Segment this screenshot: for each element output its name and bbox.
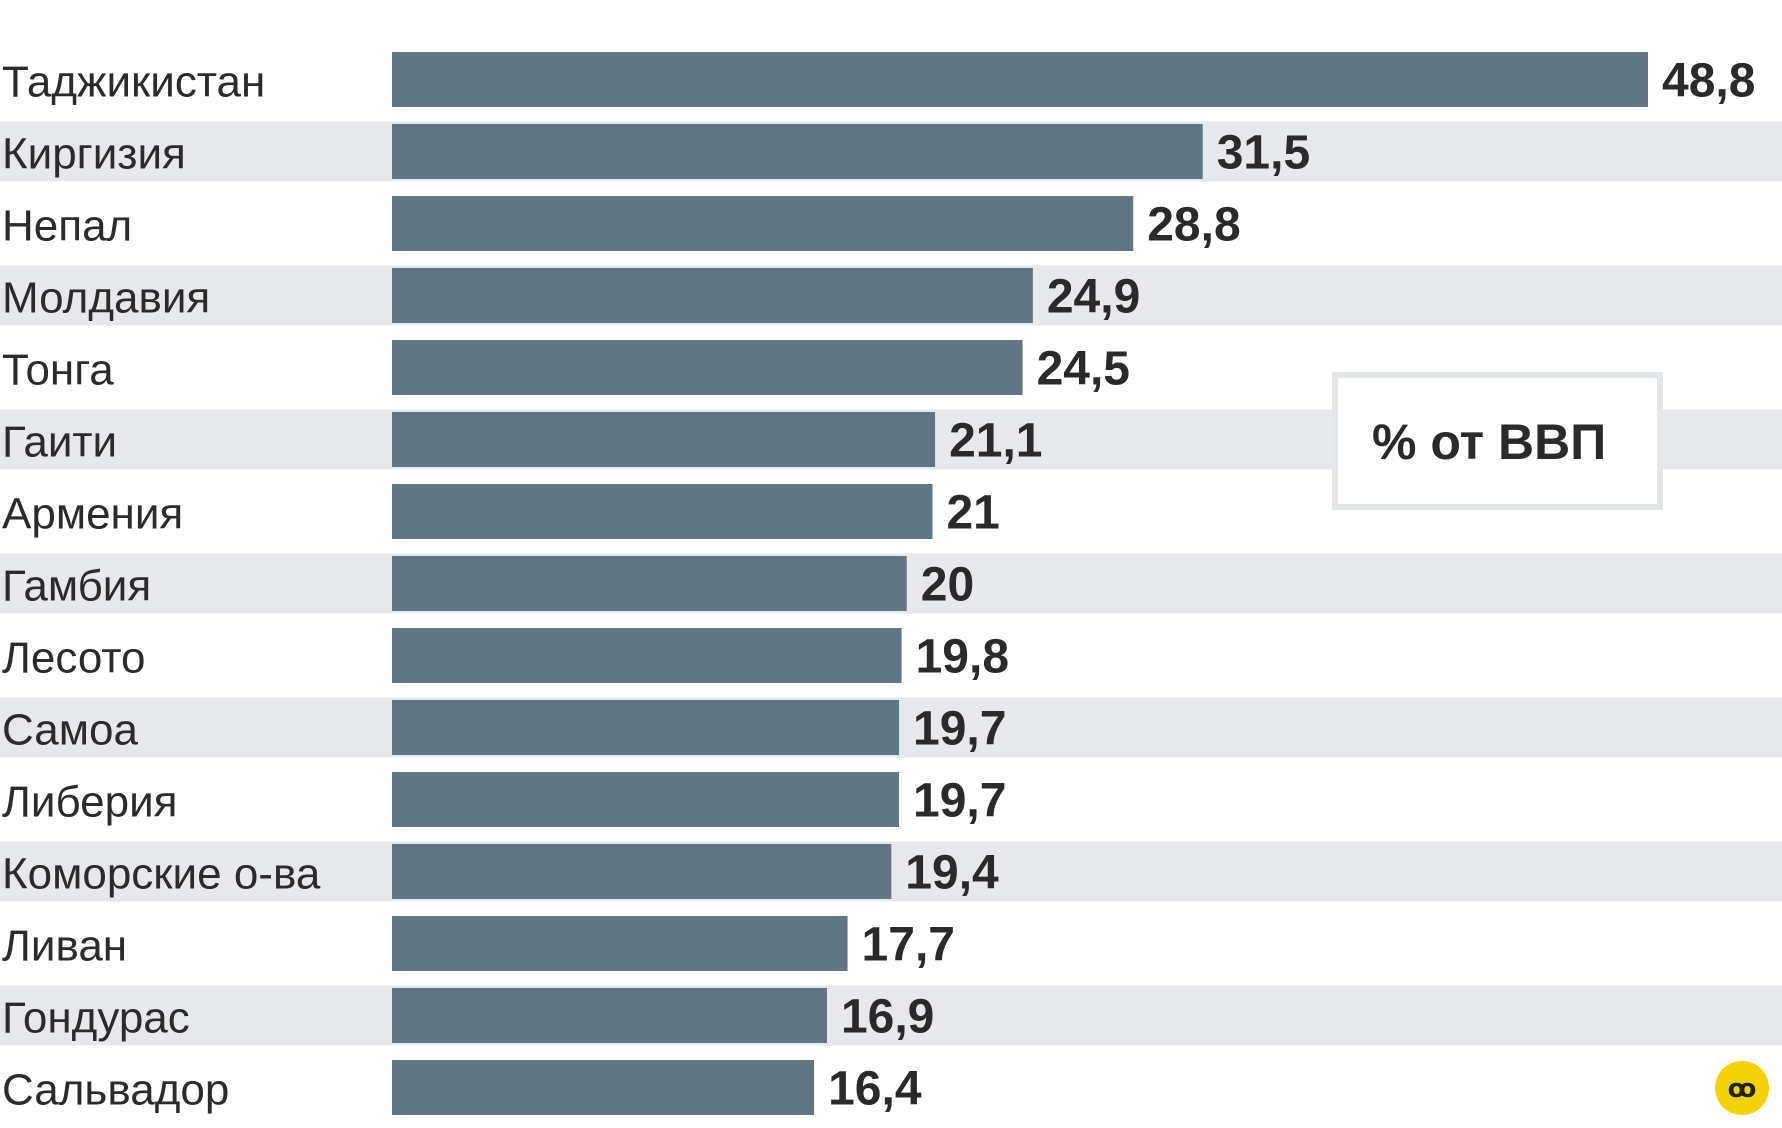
value-label: 24,5: [1037, 343, 1130, 396]
bar: [392, 556, 907, 611]
unit-legend-box: [1332, 372, 1663, 510]
bar: [392, 124, 1203, 179]
bar: [392, 484, 933, 539]
category-label: Сальвадор: [2, 1066, 229, 1115]
category-label: Самоа: [2, 706, 138, 755]
value-label: 17,7: [862, 919, 955, 972]
value-label: 19,4: [905, 847, 999, 900]
bar: [392, 52, 1648, 107]
category-label: Либерия: [2, 778, 178, 827]
value-labels: 48,8 31,5 28,824,9 24,5 21,1 21 20 19,8 19,7 19,7…: [828, 55, 1755, 1116]
bar: [392, 1060, 815, 1115]
publisher-logo-glyph: ꝏ: [1728, 1074, 1757, 1104]
bar: [392, 844, 892, 899]
category-label: Непал: [2, 202, 132, 251]
bar: [392, 196, 1134, 251]
category-label: Гамбия: [2, 562, 151, 611]
bar: [392, 628, 902, 683]
value-label: 21: [946, 487, 999, 540]
unit-legend: % от ВВП: [1332, 372, 1663, 510]
value-label: 24,9: [1047, 271, 1140, 324]
row-band: [0, 985, 1782, 1046]
bar: [392, 772, 900, 827]
category-labels: Таджикистан Киргизия Непал Молдавия Тонга Гаи…: [2, 58, 321, 1115]
bar: [392, 340, 1023, 395]
value-label: 48,8: [1662, 55, 1755, 108]
bar: [392, 916, 848, 971]
category-label: Лесото: [2, 634, 145, 683]
bar: [392, 268, 1033, 323]
bars: [392, 52, 1648, 1115]
value-label: 21,1: [949, 415, 1042, 468]
value-label: 19,8: [916, 631, 1009, 684]
category-label: Армения: [2, 490, 183, 539]
category-label: Гондурас: [2, 994, 190, 1043]
value-label: 28,8: [1147, 199, 1240, 252]
category-label: Киргизия: [2, 130, 186, 179]
value-label: 19,7: [913, 775, 1006, 828]
category-label: Гаити: [2, 418, 117, 467]
value-label: 19,7: [913, 703, 1006, 756]
category-label: Таджикистан: [2, 58, 265, 107]
value-label: 16,4: [828, 1063, 922, 1116]
value-label: 31,5: [1217, 127, 1310, 180]
bar: [392, 988, 827, 1043]
bar: [392, 700, 900, 755]
publisher-logo-icon: [1715, 1061, 1769, 1115]
value-label: 20: [921, 559, 974, 612]
category-label: Ливан: [2, 922, 127, 971]
unit-label: % от ВВП: [1372, 414, 1606, 470]
value-label: 16,9: [841, 991, 934, 1044]
category-label: Молдавия: [2, 274, 210, 323]
bar: [392, 412, 936, 467]
publisher-logo: ꝏ: [1715, 1061, 1769, 1115]
category-label: Тонга: [2, 346, 114, 395]
category-label: Коморские о-ва: [2, 850, 321, 899]
